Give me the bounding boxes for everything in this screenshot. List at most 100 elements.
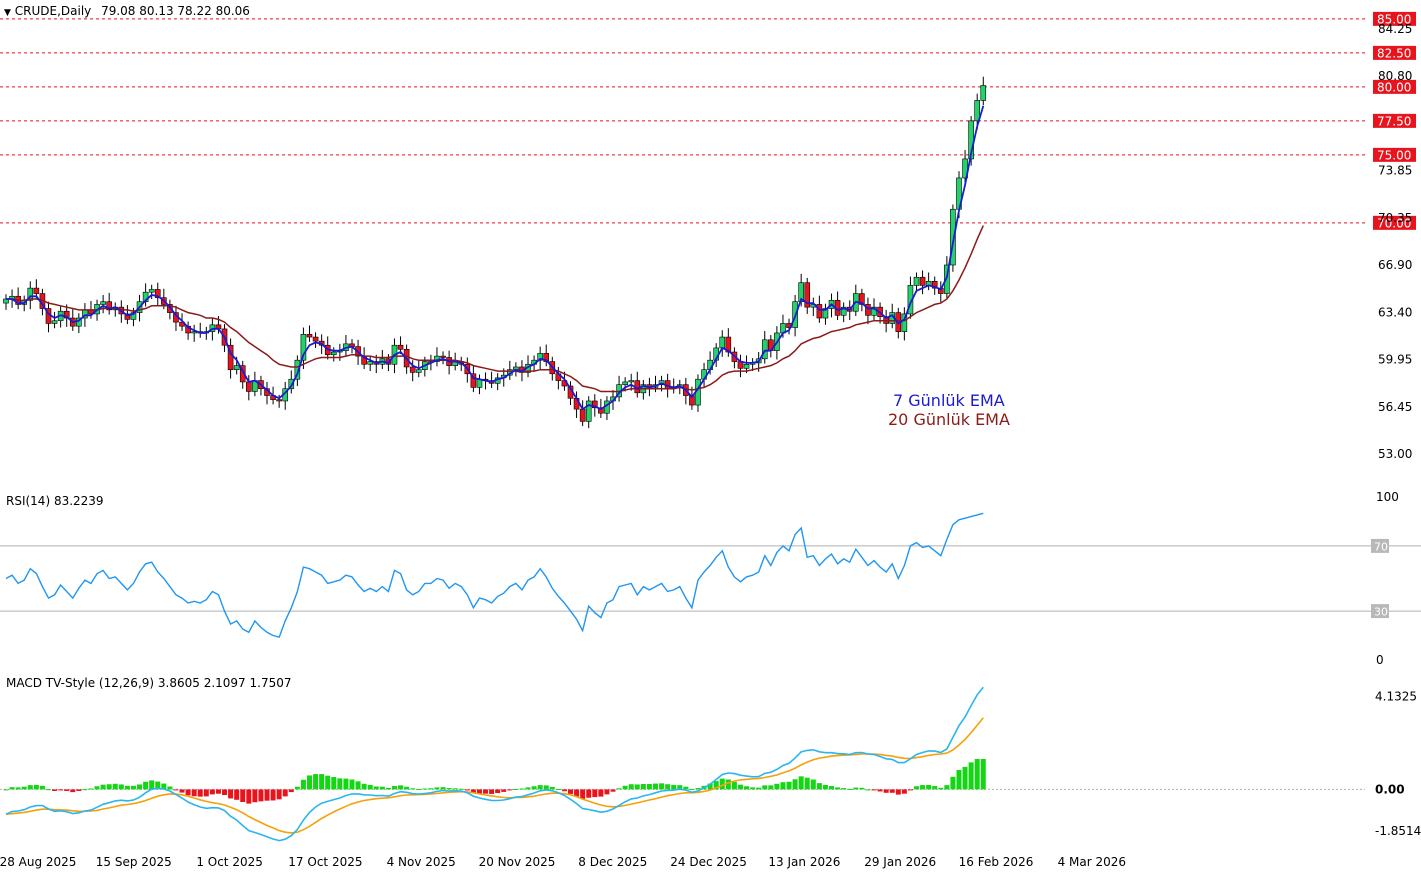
rsi-line	[5, 512, 984, 639]
macd-histogram-bar	[926, 784, 932, 790]
macd-histogram-bar	[82, 789, 88, 791]
price-level-tag	[1373, 45, 1416, 60]
x-axis-label: 8 Dec 2025	[578, 855, 647, 869]
rsi-level-tag	[1371, 538, 1389, 553]
macd-line	[5, 686, 984, 842]
macd-histogram-bar	[70, 789, 76, 793]
candle-bear	[246, 381, 252, 392]
symbol-label: CRUDE,Daily	[14, 4, 92, 18]
macd-histogram-bar	[422, 788, 428, 790]
ohlc-values: 79.08 80.13 78.22 80.06	[101, 4, 250, 18]
macd-histogram-bar	[458, 788, 464, 790]
candle-bear	[591, 400, 598, 409]
macd-histogram-bar	[543, 785, 549, 790]
macd-histogram-bar	[804, 777, 810, 790]
macd-histogram-bar	[94, 786, 100, 790]
candle-bear	[440, 355, 446, 358]
macd-histogram-bar	[428, 788, 434, 790]
macd-histogram-bar	[446, 788, 452, 790]
macd-histogram-bar	[719, 778, 725, 790]
macd-histogram-bar	[883, 789, 889, 793]
candle-bull	[233, 365, 240, 370]
macd-histogram-bar	[586, 789, 592, 798]
price-level-tag	[1373, 215, 1416, 230]
macd-histogram-bar	[495, 789, 501, 794]
candle-bear	[865, 304, 871, 316]
candle-bear	[409, 366, 416, 373]
ema7-line	[6, 105, 985, 411]
macd-histogram-bar	[197, 789, 203, 797]
macd-histogram-bar	[106, 784, 112, 790]
candle-bull	[294, 359, 301, 380]
macd-histogram-bar	[731, 781, 737, 790]
candle-bear	[397, 344, 404, 350]
macd-histogram-bar	[907, 789, 913, 791]
candle-bull	[585, 400, 592, 422]
price-tick-label: 84.25	[1378, 22, 1412, 36]
candle-bull	[415, 369, 422, 373]
price-level-tag	[1373, 11, 1416, 26]
x-axis-label: 28 Aug 2025	[0, 855, 76, 869]
macd-histogram-bar	[149, 780, 155, 790]
x-axis-label: 13 Jan 2026	[768, 855, 840, 869]
macd-histogram-bar	[331, 777, 337, 790]
macd-histogram-bar	[228, 789, 234, 799]
header-dropdown-icon[interactable]: ▼	[4, 8, 11, 18]
ema7-annotation: 7 Günlük EMA	[893, 391, 1005, 410]
macd-histogram-bar	[124, 785, 130, 790]
price-level-tag-label: 70.00	[1377, 216, 1411, 230]
macd-histogram-bar	[901, 789, 907, 794]
macd-histogram-bar	[786, 781, 792, 790]
macd-histogram-bar	[932, 786, 938, 790]
candle-bear	[931, 281, 938, 289]
price-tick-label: 80.80	[1378, 69, 1412, 83]
macd-histogram-bar	[501, 789, 507, 792]
price-tick-label: 70.35	[1378, 211, 1412, 225]
candle-bull	[822, 308, 829, 319]
macd-tick-label: 4.1325	[1375, 689, 1417, 703]
macd-histogram-bar	[889, 789, 895, 793]
macd-histogram-bar	[76, 789, 82, 791]
macd-histogram-bar	[677, 785, 683, 790]
macd-histogram-bar	[3, 789, 9, 791]
x-axis-label: 24 Dec 2025	[670, 855, 747, 869]
macd-histogram-bar	[713, 781, 719, 790]
macd-histogram-bar	[847, 788, 853, 790]
price-level-tag-label: 80.00	[1377, 80, 1411, 94]
macd-histogram-bar	[45, 789, 51, 791]
price-level-tag-label: 75.00	[1377, 148, 1411, 162]
macd-histogram-bar	[835, 787, 841, 790]
macd-histogram-bar	[343, 778, 349, 790]
x-axis-label: 17 Oct 2025	[288, 855, 362, 869]
candle-bear	[106, 301, 112, 311]
macd-histogram-bar	[555, 788, 561, 790]
macd-histogram-bar	[695, 788, 701, 790]
macd-histogram-bar	[646, 784, 652, 790]
macd-histogram-bar	[27, 785, 33, 790]
candle-bear	[276, 399, 282, 402]
candle-bull	[761, 339, 768, 360]
macd-histogram-bar	[671, 784, 677, 790]
macd-histogram-bar	[203, 789, 209, 797]
macd-histogram-bar	[598, 789, 604, 797]
macd-histogram-bar	[294, 786, 300, 790]
symbol-header[interactable]: ▼ CRUDE,Daily 79.08 80.13 78.22 80.06	[4, 4, 250, 18]
macd-histogram-bar	[707, 783, 713, 790]
macd-histogram-bar	[737, 784, 743, 790]
candle-bear	[598, 407, 604, 414]
candle-bull	[628, 380, 635, 383]
rsi-level-tag	[1371, 604, 1389, 619]
macd-histogram-bar	[215, 789, 221, 794]
candle-bull	[51, 320, 58, 324]
macd-histogram-bar	[816, 783, 822, 790]
macd-histogram-bar	[398, 785, 404, 790]
macd-histogram-bar	[877, 789, 883, 792]
candle-bull	[980, 85, 987, 101]
macd-histogram-bar	[841, 788, 847, 790]
macd-histogram-bar	[337, 778, 343, 790]
candle-bull	[288, 378, 295, 390]
macd-histogram-bar	[525, 787, 531, 790]
macd-histogram-bar	[756, 787, 762, 790]
macd-histogram-bar	[361, 783, 367, 790]
macd-histogram-bar	[853, 787, 859, 790]
